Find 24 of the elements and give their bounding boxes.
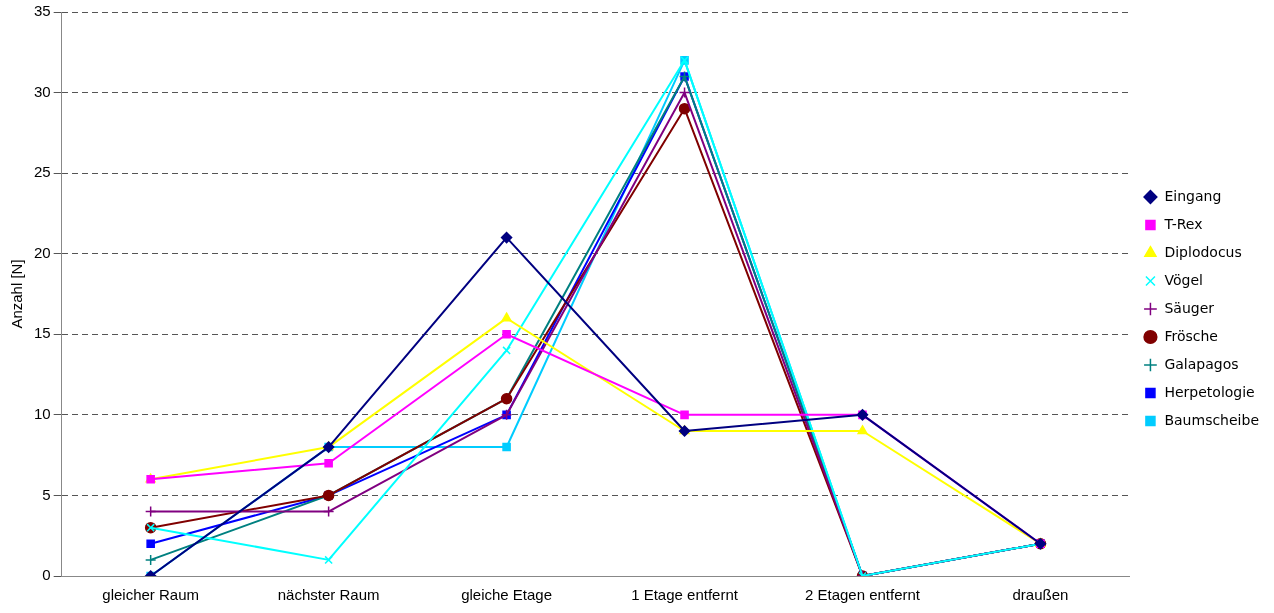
x-tick-label: draußen [1012, 586, 1069, 604]
x-tick-label: gleiche Etage [461, 586, 553, 604]
y-tick-label: 10 [34, 405, 51, 422]
y-axis-title: Anzahl [N] [8, 259, 26, 329]
legend-label: Eingang [1164, 187, 1222, 204]
y-tick-label: 25 [34, 163, 51, 181]
y-tick-label: 35 [34, 2, 51, 20]
legend-label: Frösche [1164, 327, 1218, 344]
y-tick-label: 30 [34, 82, 51, 100]
legend-label: Herpetologie [1164, 383, 1255, 400]
x-tick-label: 2 Etagen entfernt [804, 586, 921, 604]
x-tick-label: gleicher Raum [102, 586, 200, 604]
x-tick-label: 1 Etage entfernt [631, 586, 739, 604]
x-tick-label: nächster Raum [277, 586, 380, 604]
legend-label: Vögel [1164, 271, 1203, 288]
legend-label: T-Rex [1163, 215, 1203, 232]
y-tick-label: 15 [34, 324, 51, 342]
legend-label: Baumscheibe [1164, 411, 1259, 428]
legend-label: Säuger [1164, 299, 1215, 316]
y-tick-label: 0 [42, 566, 51, 584]
y-tick-label: 5 [42, 485, 51, 503]
legend-label: Diplodocus [1164, 243, 1242, 260]
y-tick-label: 20 [34, 243, 51, 261]
legend-label: Galapagos [1164, 355, 1239, 372]
